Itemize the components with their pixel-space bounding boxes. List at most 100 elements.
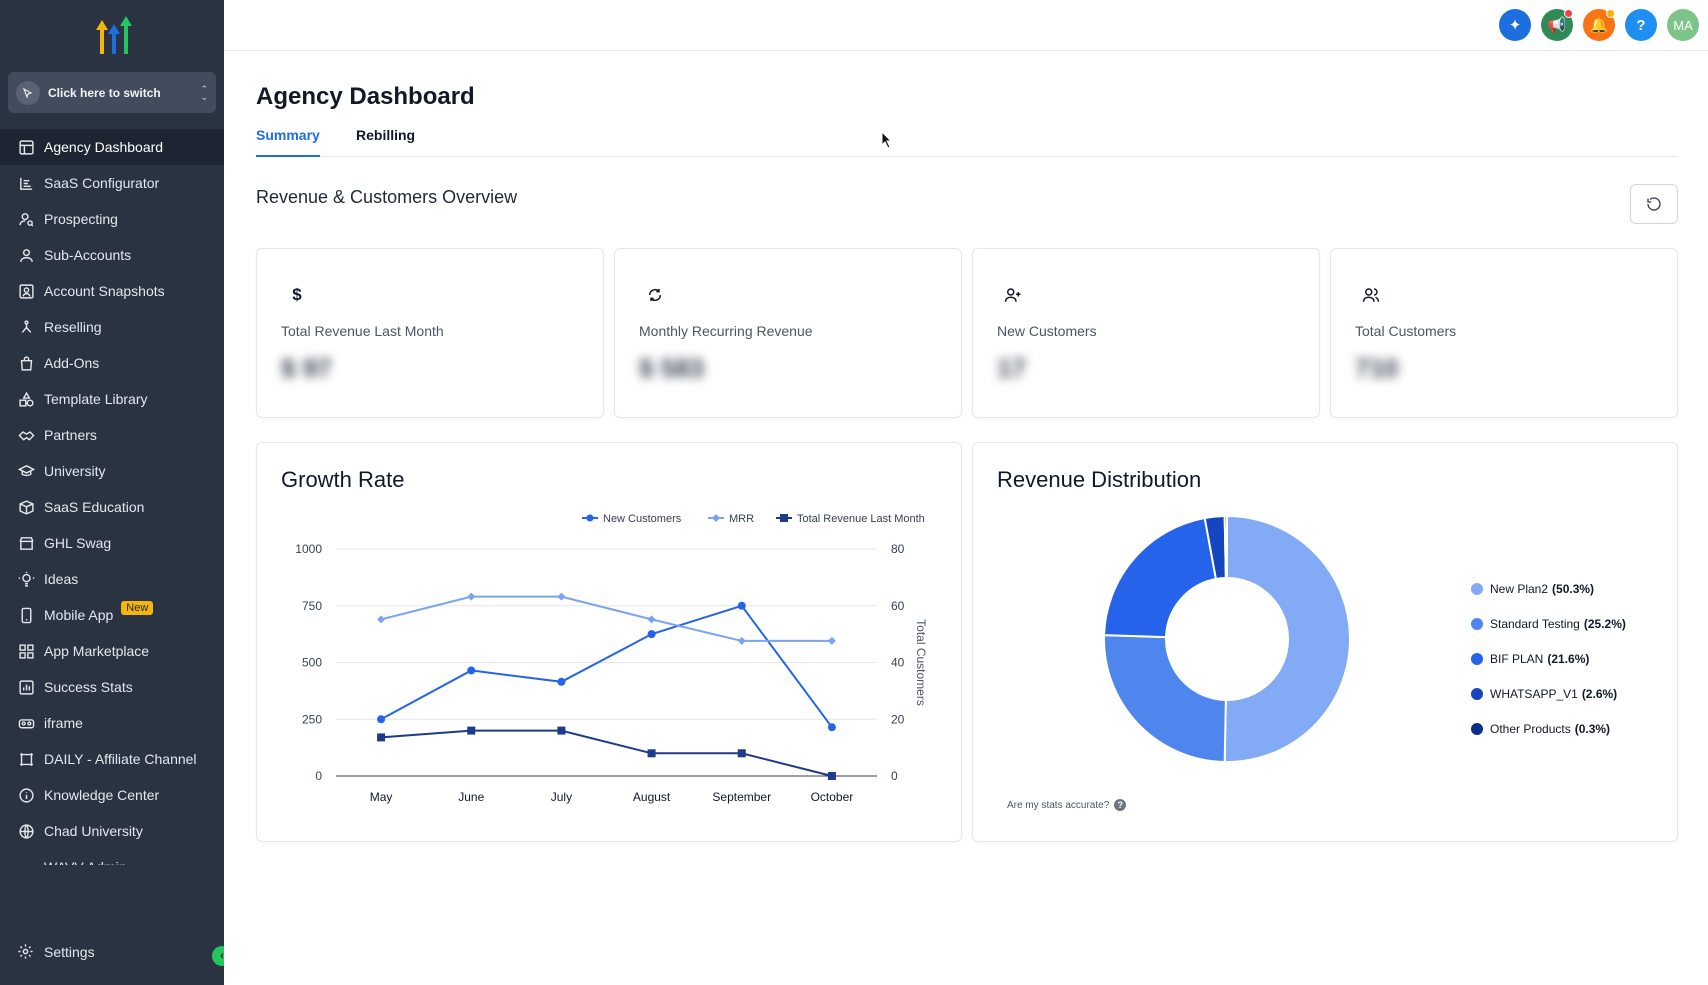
sidebar-item-account-snapshots[interactable]: Account Snapshots	[0, 273, 224, 309]
pie-slice[interactable]	[1103, 516, 1218, 639]
revenue-distribution-title: Revenue Distribution	[997, 467, 1202, 492]
help-button[interactable]: ?	[1625, 9, 1657, 41]
users-icon	[1355, 279, 1387, 311]
sidebar-item-mobile-app[interactable]: Mobile App New	[0, 597, 224, 633]
sidebar-item-label: Knowledge Center	[44, 787, 160, 803]
sidebar-item-wavv-admin[interactable]: WAVV Admin	[0, 849, 224, 865]
sidebar-item-daily-affiliate-channel[interactable]: DAILY - Affiliate Channel	[0, 741, 224, 777]
avatar-initials: MA	[1673, 17, 1693, 33]
magic-button[interactable]: ✦	[1499, 9, 1531, 41]
growth-rate-title: Growth Rate	[281, 467, 405, 492]
shopping-bag-icon	[17, 354, 35, 372]
sidebar-nav: Agency Dashboard SaaS Configurator Prospec…	[0, 129, 224, 865]
info-icon	[17, 786, 35, 804]
page-title: Agency Dashboard	[256, 83, 475, 110]
stats-accuracy-link[interactable]: Are my stats accurate? ?	[1007, 799, 1127, 811]
sidebar-item-label: Agency Dashboard	[44, 139, 164, 155]
sidebar-item-agency-dashboard[interactable]: Agency Dashboard	[0, 129, 224, 165]
sidebar-item-label: Partners	[44, 427, 97, 443]
dashboard-icon	[17, 138, 35, 156]
sidebar-item-label: SaaS Configurator	[44, 175, 160, 191]
x-tick-label: October	[811, 790, 854, 804]
store-icon	[17, 534, 35, 552]
frame-icon	[17, 750, 35, 768]
pie-slice[interactable]	[1223, 514, 1351, 763]
sidebar-item-ghl-swag[interactable]: GHL Swag	[0, 525, 224, 561]
data-point	[647, 615, 656, 624]
tab-summary[interactable]: Summary	[256, 127, 320, 157]
x-tick-label: September	[712, 790, 771, 804]
notification-dot	[1564, 9, 1573, 18]
series-line	[380, 595, 832, 642]
data-point	[827, 636, 836, 645]
megaphone-icon: 📢	[1547, 17, 1567, 34]
sidebar-item-template-library[interactable]: Template Library	[0, 381, 224, 417]
y-tick-label-left: 0	[315, 769, 322, 783]
data-point	[737, 601, 746, 610]
dollar-icon: $	[292, 285, 302, 304]
sidebar-item-prospecting[interactable]: Prospecting	[0, 201, 224, 237]
data-point	[827, 723, 836, 732]
legend-label: BIF PLAN	[1490, 651, 1544, 666]
sidebar-item-settings[interactable]: Settings	[0, 934, 224, 970]
data-point	[737, 749, 746, 758]
sidebar-item-ideas[interactable]: Ideas	[0, 561, 224, 597]
notification-dot	[1606, 9, 1615, 18]
snapshot-icon	[17, 282, 35, 300]
legend-percent: (0.3%)	[1574, 721, 1611, 736]
sidebar-item-saas-education[interactable]: SaaS Education	[0, 489, 224, 525]
tab-rebilling[interactable]: Rebilling	[356, 127, 416, 143]
sidebar-item-saas-configurator[interactable]: SaaS Configurator	[0, 165, 224, 201]
stat-value: 17	[997, 353, 1026, 383]
sidebar-item-add-ons[interactable]: Add-Ons	[0, 345, 224, 381]
bar-chart-icon	[17, 174, 35, 192]
data-point	[647, 749, 656, 758]
data-point	[467, 666, 476, 675]
shapes-icon	[17, 390, 35, 408]
sidebar-item-sub-accounts[interactable]: Sub-Accounts	[0, 237, 224, 273]
stat-card-total-revenue: $ Total Revenue Last Month $ 97	[256, 248, 604, 418]
sidebar-item-university[interactable]: University	[0, 453, 224, 489]
sidebar-item-partners[interactable]: Partners	[0, 417, 224, 453]
sidebar-item-reselling[interactable]: Reselling	[0, 309, 224, 345]
accuracy-label: Are my stats accurate?	[1007, 799, 1110, 811]
stat-card-total-customers: Total Customers 710	[1330, 248, 1678, 418]
y-tick-label-left: 500	[302, 656, 322, 670]
settings-label: Settings	[44, 944, 95, 960]
stat-label: New Customers	[997, 323, 1097, 339]
sidebar-item-knowledge-center[interactable]: Knowledge Center	[0, 777, 224, 813]
pie-legend-item: Other Products (0.3%)	[1471, 711, 1626, 746]
grid-icon	[17, 642, 35, 660]
pie-slice[interactable]	[1223, 514, 1228, 580]
data-point	[377, 733, 386, 742]
legend-label: New Customers	[603, 513, 682, 525]
y-tick-label-left: 1000	[295, 542, 322, 556]
stats-icon	[17, 678, 35, 696]
sidebar-item-app-marketplace[interactable]: App Marketplace	[0, 633, 224, 669]
chevron-left-icon: ‹	[220, 950, 224, 962]
avatar[interactable]: MA	[1667, 9, 1699, 41]
legend-label: Standard Testing	[1490, 616, 1580, 631]
sidebar-item-success-stats[interactable]: Success Stats	[0, 669, 224, 705]
y-tick-label-right: 60	[891, 599, 905, 613]
legend-label: MRR	[729, 513, 754, 525]
sidebar-item-label: Sub-Accounts	[44, 247, 132, 263]
announcements-button[interactable]: 📢	[1541, 9, 1573, 41]
stat-value: $ 97	[281, 353, 332, 383]
tabs: Summary Rebilling	[256, 127, 1678, 157]
y-tick-label-left: 250	[302, 712, 322, 726]
account-switcher[interactable]: Click here to switch ⌃ ⌄	[8, 72, 216, 113]
sidebar-item-label: SaaS Education	[44, 499, 145, 515]
data-point	[557, 726, 566, 735]
pie-legend-item: BIF PLAN (21.6%)	[1471, 641, 1626, 676]
notifications-button[interactable]: 🔔	[1583, 9, 1615, 41]
network-icon	[17, 318, 35, 336]
sidebar-item-label: University	[44, 463, 106, 479]
app-logo-icon[interactable]	[92, 16, 136, 56]
sidebar-item-iframe[interactable]: iframe	[0, 705, 224, 741]
legend-dot	[1471, 722, 1483, 735]
pie-slice[interactable]	[1103, 634, 1227, 763]
refresh-button[interactable]	[1630, 184, 1678, 224]
sidebar-item-label: iframe	[44, 715, 83, 731]
sidebar-item-chad-university[interactable]: Chad University	[0, 813, 224, 849]
